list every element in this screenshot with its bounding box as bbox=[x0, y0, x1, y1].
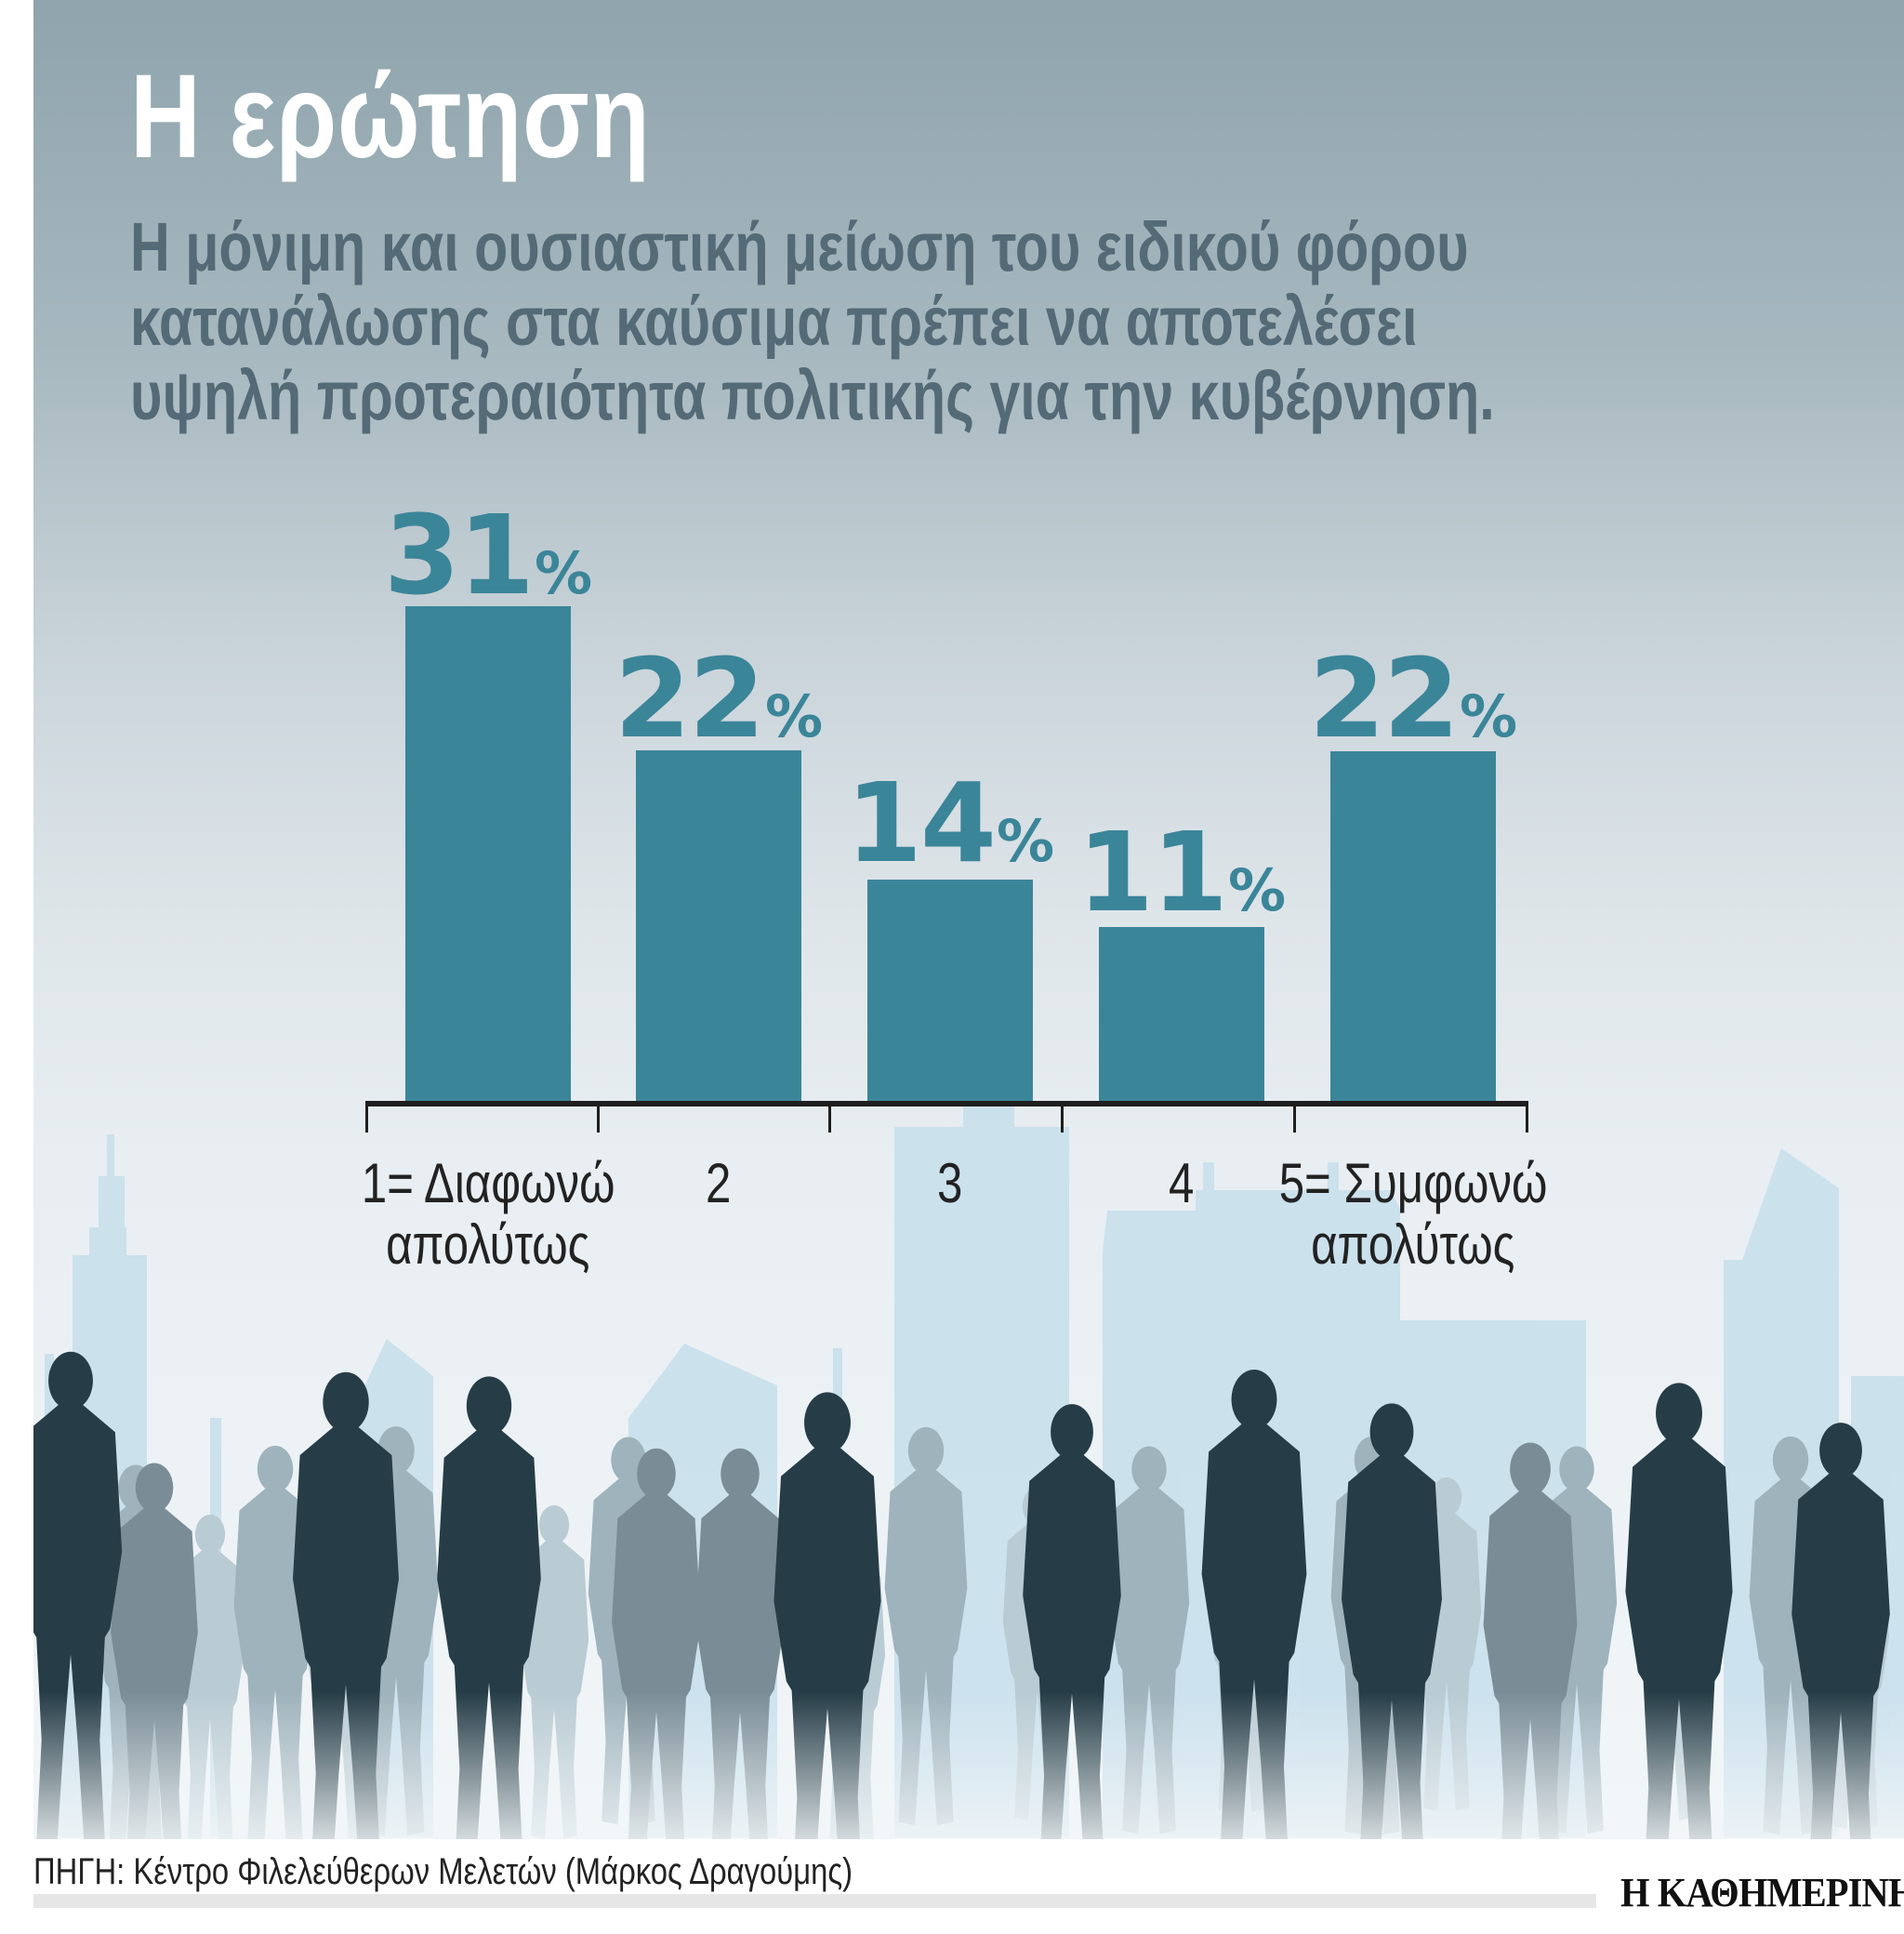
bar-2-value: 22% bbox=[614, 634, 824, 762]
x-label-5: 5= Συμφωνώ απολύτως bbox=[1278, 1152, 1548, 1276]
question-line-2: κατανάλωσης στα καύσιμα πρέπει να αποτελ… bbox=[130, 283, 1418, 360]
x-label-1: 1= Διαφωνώ απολύτως bbox=[361, 1152, 615, 1276]
bar-4-value: 11% bbox=[1077, 808, 1287, 936]
footer-divider bbox=[33, 1894, 1596, 1908]
bar-3 bbox=[867, 880, 1033, 1101]
x-label-3: 3 bbox=[937, 1152, 963, 1214]
page-title: Η ερώτηση bbox=[130, 50, 651, 183]
x-axis-line bbox=[366, 1101, 1528, 1106]
question-text: Η μόνιμη και ουσιαστική μείωση του ειδικ… bbox=[130, 210, 1495, 433]
infographic-panel: Η ερώτηση Η μόνιμη και ουσιαστική μείωση… bbox=[33, 0, 1904, 1839]
x-axis-tick bbox=[828, 1101, 831, 1133]
publisher-logo: Η ΚΑΘΗΜΕΡΙΝΗ bbox=[1620, 1870, 1904, 1915]
x-label-4: 4 bbox=[1169, 1152, 1195, 1214]
crowd-silhouettes-illustration bbox=[33, 1351, 1904, 1839]
x-axis-tick bbox=[365, 1101, 368, 1133]
question-line-3: υψηλή προτεραιότητα πολιτικής για την κυ… bbox=[130, 357, 1495, 434]
x-axis-tick bbox=[1061, 1101, 1064, 1133]
bar-1-value: 31% bbox=[383, 491, 593, 619]
bar-4 bbox=[1099, 927, 1264, 1101]
x-axis-tick bbox=[1526, 1101, 1528, 1133]
question-line-1: Η μόνιμη και ουσιαστική μείωση του ειδικ… bbox=[130, 208, 1469, 285]
x-axis-tick bbox=[1293, 1101, 1296, 1133]
x-label-2: 2 bbox=[706, 1152, 732, 1214]
source-note: ΠΗΓΗ: Κέντρο Φιλελεύθερων Μελετών (Μάρκο… bbox=[33, 1851, 853, 1892]
bar-3-value: 14% bbox=[845, 759, 1055, 887]
bar-5-value: 22% bbox=[1308, 634, 1518, 762]
bar-1 bbox=[405, 606, 571, 1101]
bar-5 bbox=[1330, 751, 1496, 1101]
bar-2 bbox=[636, 750, 801, 1101]
x-axis-tick bbox=[597, 1101, 600, 1133]
